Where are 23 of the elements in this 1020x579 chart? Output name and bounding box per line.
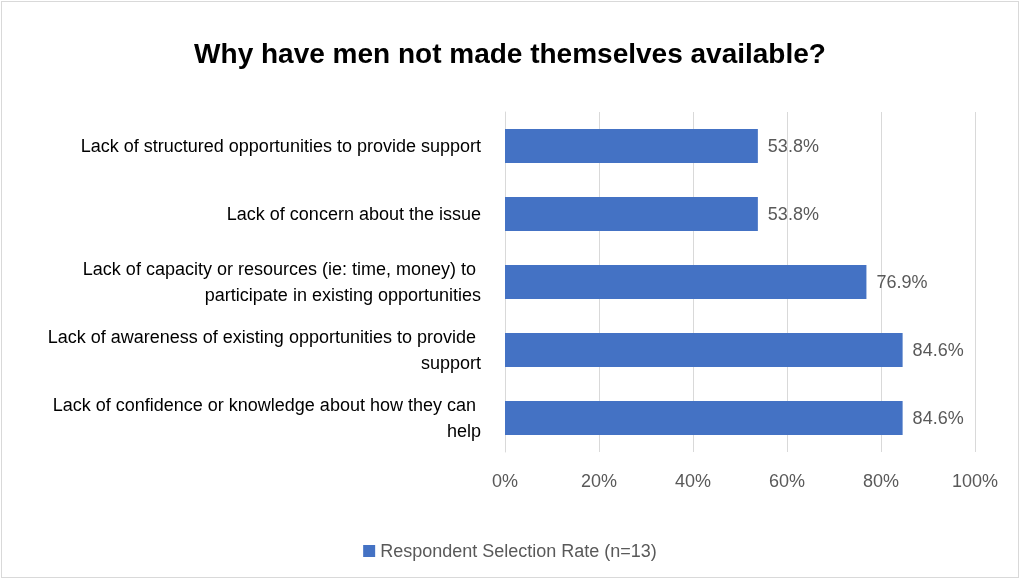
data-label: 84.6% — [912, 340, 964, 360]
x-tick-label: 40% — [674, 471, 712, 491]
chart-title: Why have men not made themselves available? — [194, 37, 826, 69]
x-tick-label: 0% — [491, 471, 519, 491]
data-label: 76.9% — [876, 272, 928, 292]
x-tick-label: 100% — [951, 471, 999, 491]
bar — [505, 129, 758, 163]
data-label: 84.6% — [912, 408, 964, 428]
bar — [505, 197, 758, 231]
legend-label: Respondent Selection Rate (n=13) — [380, 541, 657, 561]
y-tick-label: Lack of confidence or knowledge about how they can help — [52, 395, 481, 441]
y-tick-label: Lack of structured opportunities to provide support — [80, 136, 481, 156]
data-label: 53.8% — [767, 204, 819, 224]
bar — [505, 265, 867, 299]
y-tick-label: Lack of capacity or resources (ie: time, money) to participate in existing opportunities — [82, 259, 481, 305]
x-tick-label: 60% — [768, 471, 806, 491]
y-tick-label: Lack of concern about the issue — [226, 204, 481, 224]
bar — [505, 401, 903, 435]
y-tick-label: Lack of awareness of existing opportunities to provide support — [47, 327, 481, 373]
bar — [505, 333, 903, 367]
data-label: 53.8% — [767, 136, 819, 156]
x-tick-label: 20% — [580, 471, 618, 491]
x-tick-label: 80% — [862, 471, 900, 491]
